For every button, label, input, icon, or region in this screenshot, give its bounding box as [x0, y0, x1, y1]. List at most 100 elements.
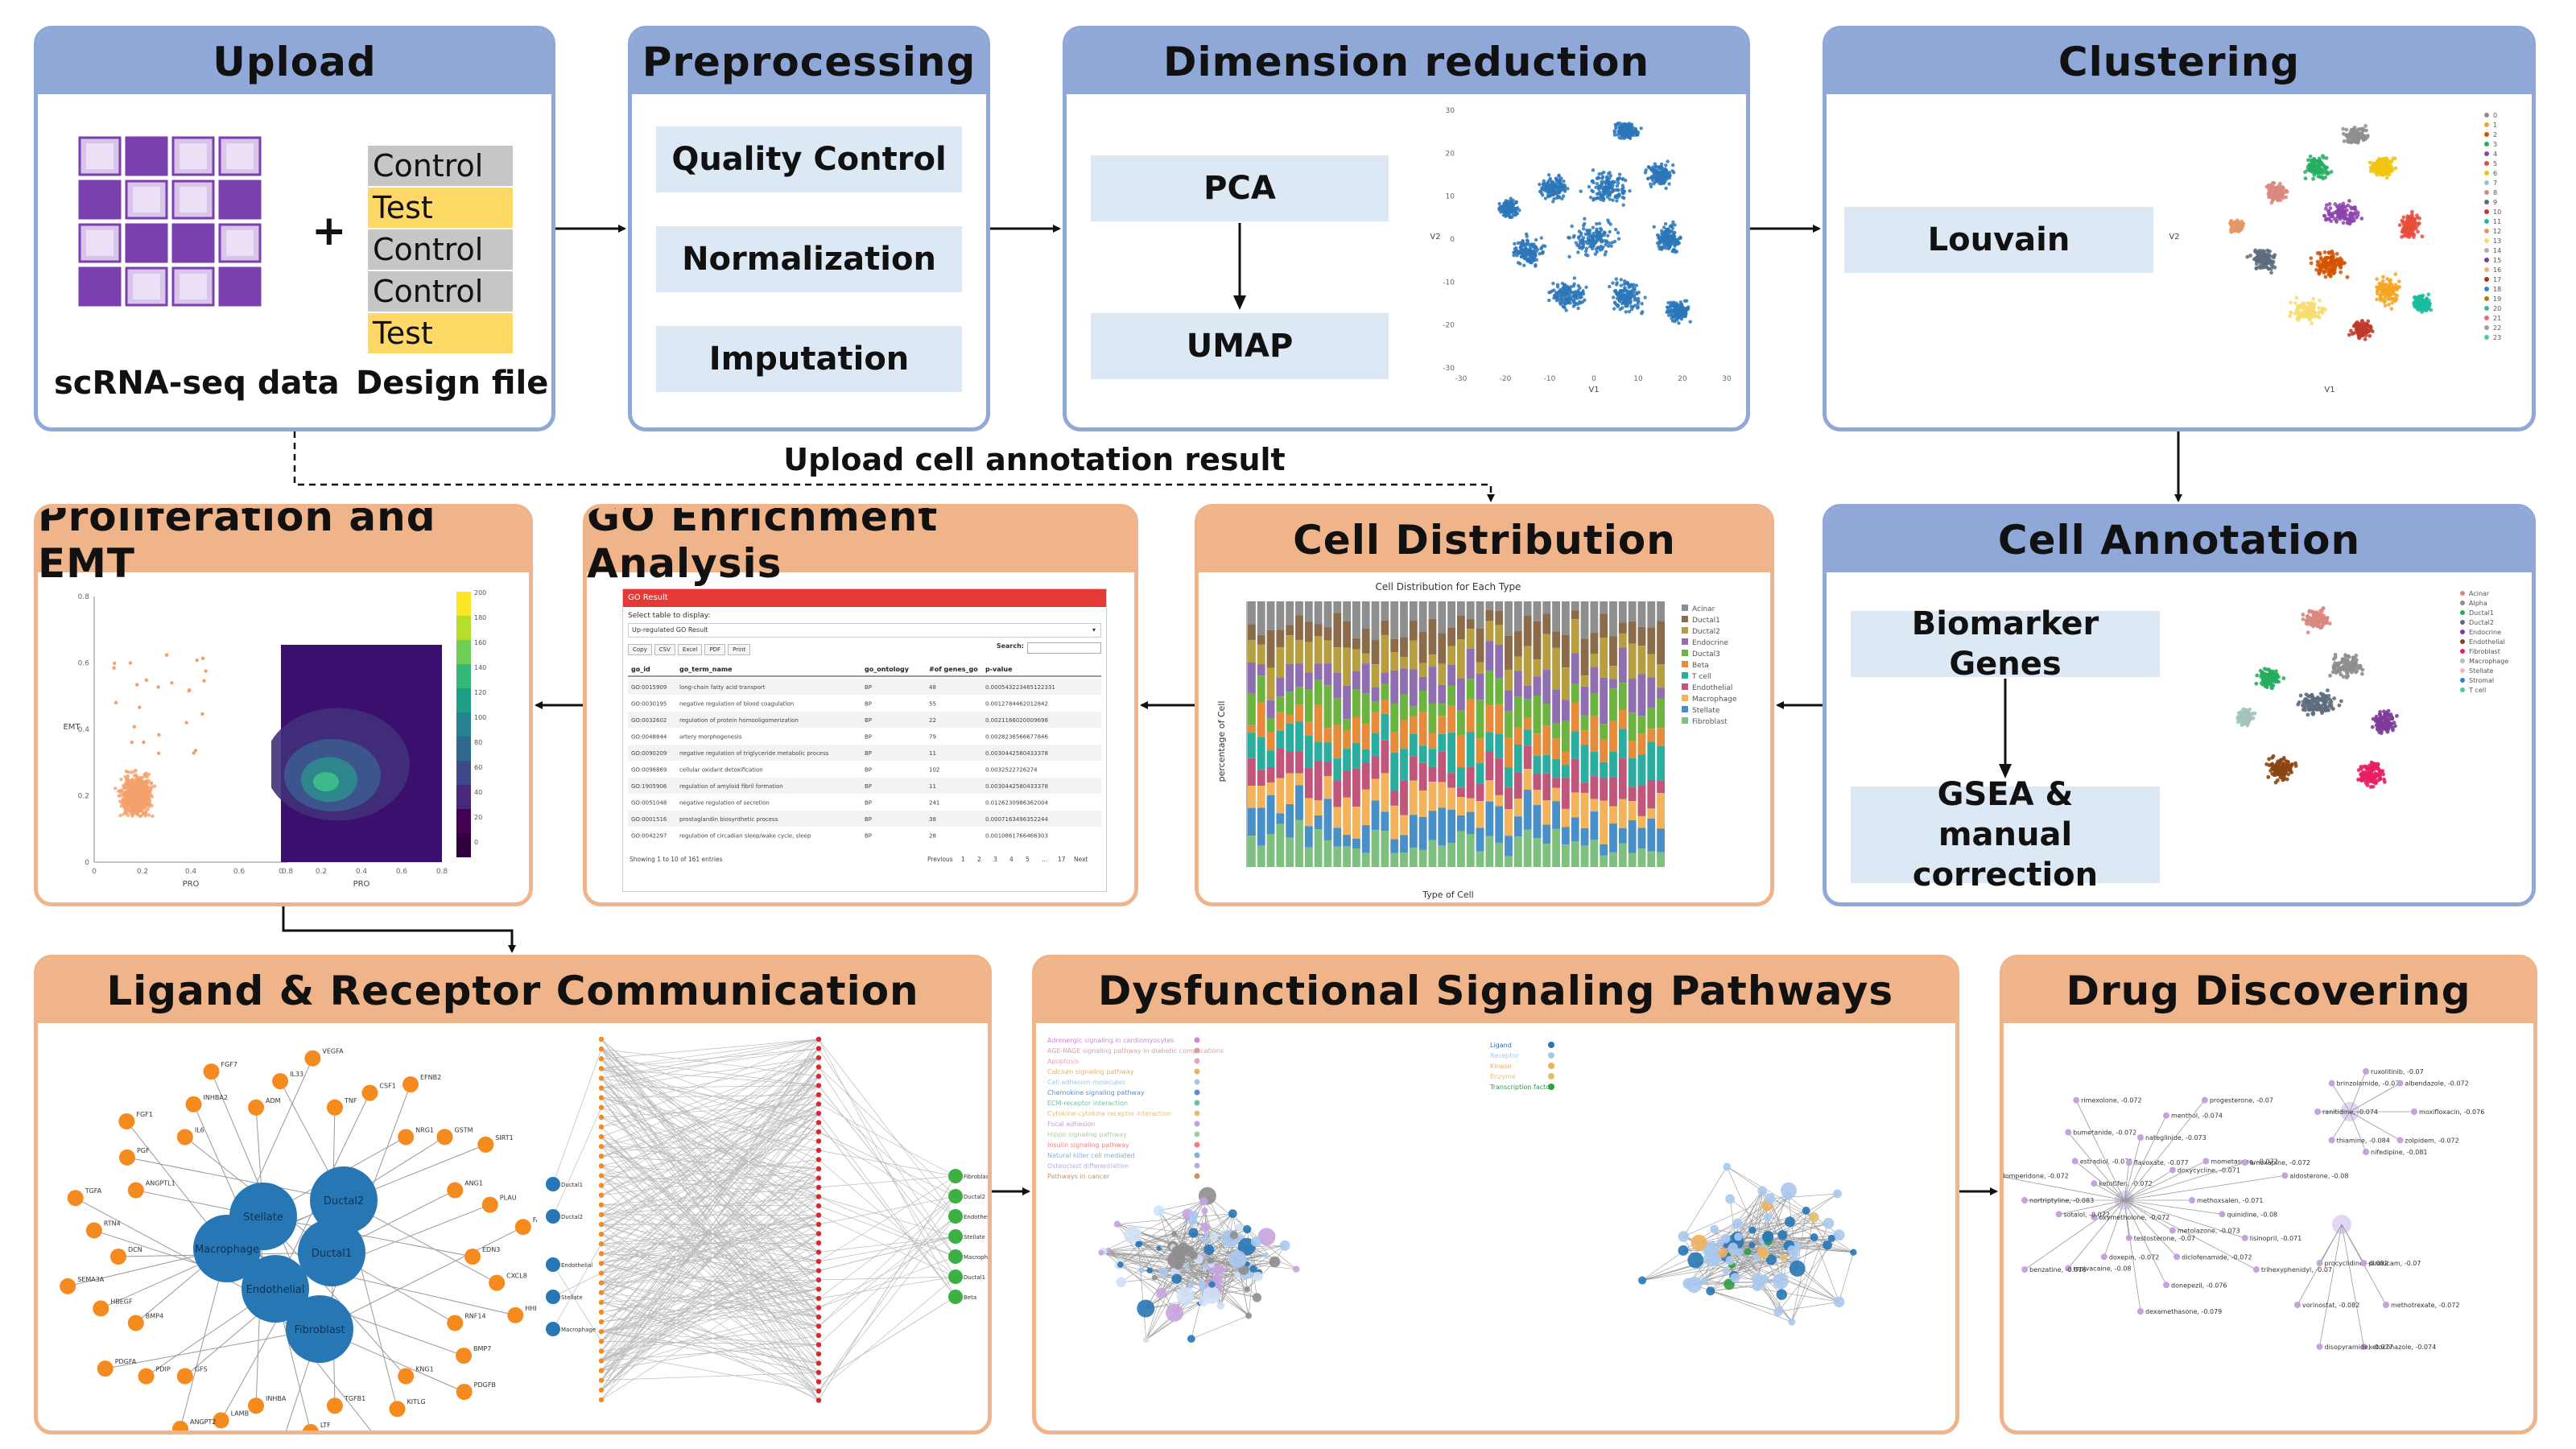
bar-segment	[1343, 797, 1351, 836]
go-export-button[interactable]: CSV	[654, 644, 675, 655]
bar-segment	[1248, 807, 1256, 836]
bar-segment	[1600, 778, 1608, 801]
go-cell: 79	[929, 734, 936, 741]
umap-point	[1566, 187, 1570, 191]
go-select-value: Up-regulated GO Result	[632, 626, 708, 634]
legend-swatch	[1682, 605, 1688, 611]
cluster-point	[2337, 212, 2342, 216]
bar-segment	[1609, 688, 1617, 721]
annot-point	[2297, 700, 2301, 704]
go-export-button[interactable]: Print	[728, 644, 751, 655]
proliferation-emt-panel: Proliferation and EMT 0.8 0.6 0.4 0.2 0 0 0.2 0…	[34, 504, 533, 906]
bar-segment	[1533, 676, 1542, 696]
cluster-point	[2273, 186, 2278, 191]
umap-point	[1622, 196, 1626, 200]
go-cell: 241	[929, 800, 939, 807]
bar-segment	[1628, 679, 1637, 713]
annot-point	[2339, 699, 2343, 704]
annot-point	[2285, 777, 2289, 782]
umap-point	[1608, 222, 1612, 226]
annot-point	[2376, 723, 2381, 728]
umap-point	[1666, 305, 1670, 310]
legend-marker	[2484, 325, 2489, 330]
umap-point	[1629, 132, 1633, 137]
umap-point	[1672, 232, 1676, 236]
umap-point	[1612, 129, 1616, 133]
cluster-point	[2345, 275, 2350, 279]
umap-point	[1640, 302, 1644, 306]
cluster-point	[2326, 171, 2331, 175]
bar-segment	[1609, 666, 1617, 679]
cluster-point	[2273, 253, 2277, 258]
bar-segment	[1495, 610, 1504, 625]
bar-segment	[1523, 601, 1532, 616]
umap-point	[1619, 283, 1623, 287]
legend-marker	[2460, 639, 2465, 644]
umap-point	[1637, 291, 1641, 295]
cluster-point	[2401, 219, 2405, 224]
annot-point	[2244, 716, 2248, 720]
annot-point	[2268, 768, 2273, 773]
legend-entry: 15	[2493, 257, 2501, 264]
legend-entry: Fibroblast	[2469, 648, 2500, 655]
go-search-input[interactable]	[1027, 642, 1101, 654]
go-cell: GO:0030195	[631, 701, 667, 708]
cluster-point	[2296, 306, 2300, 311]
bar-segment	[1637, 646, 1646, 675]
bar-segment	[1513, 696, 1522, 728]
bar-segment	[1590, 799, 1599, 812]
cluster-point	[2348, 211, 2353, 216]
umap-point	[1653, 168, 1657, 172]
umap-point	[1610, 241, 1615, 245]
go-export-button[interactable]: Copy	[628, 644, 652, 655]
legend-marker	[2484, 306, 2489, 311]
go-cell: GO:0001516	[631, 816, 667, 823]
cluster-point	[2322, 263, 2327, 268]
umap-point	[1636, 130, 1641, 134]
umap-point	[1567, 299, 1571, 304]
bar-segment	[1248, 640, 1256, 663]
umap-point	[1617, 193, 1621, 198]
umap-point	[1613, 288, 1618, 293]
bar-segment	[1600, 724, 1608, 740]
annot-point	[2385, 729, 2390, 734]
cluster-point	[2303, 176, 2308, 181]
go-export-button[interactable]: PDF	[704, 644, 726, 655]
bar-segment	[1476, 801, 1484, 828]
annot-point	[2311, 711, 2316, 716]
annot-point	[2370, 762, 2375, 766]
bar-segment	[1428, 704, 1437, 733]
cluster-point	[2383, 292, 2388, 297]
cluster-point	[2368, 160, 2372, 165]
annot-point	[2377, 717, 2382, 722]
cluster-point	[2294, 295, 2299, 300]
legend-marker	[2484, 171, 2489, 175]
y-tick: 10	[1446, 193, 1455, 201]
legend-entry: Ductal1	[2469, 609, 2494, 617]
bar-segment	[1580, 638, 1589, 676]
go-cell: BP	[865, 701, 872, 708]
bar-segment	[1371, 733, 1380, 757]
umap-point	[1541, 193, 1545, 197]
bar-segment	[1447, 733, 1455, 774]
annot-point	[2335, 664, 2340, 668]
annot-point	[2345, 665, 2350, 669]
go-select[interactable]: Up-regulated GO Result ▾	[628, 623, 1101, 638]
bar-segment	[1343, 601, 1351, 621]
annot-point	[2343, 653, 2347, 658]
bar-segment	[1418, 632, 1427, 663]
bar-segment	[1457, 678, 1465, 711]
bar-segment	[1428, 654, 1437, 667]
annot-point	[2360, 776, 2365, 781]
bar-segment	[1333, 724, 1342, 759]
bar-segment	[1352, 649, 1360, 671]
go-export-button[interactable]: Excel	[677, 644, 703, 655]
bar-segment	[1343, 846, 1351, 867]
umap-point	[1599, 192, 1603, 197]
umap-point	[1610, 180, 1615, 185]
annot-point	[2379, 731, 2384, 736]
bar-segment	[1628, 819, 1637, 853]
annot-point	[2268, 762, 2273, 767]
umap-point	[1664, 240, 1668, 244]
annot-point	[2379, 769, 2384, 774]
